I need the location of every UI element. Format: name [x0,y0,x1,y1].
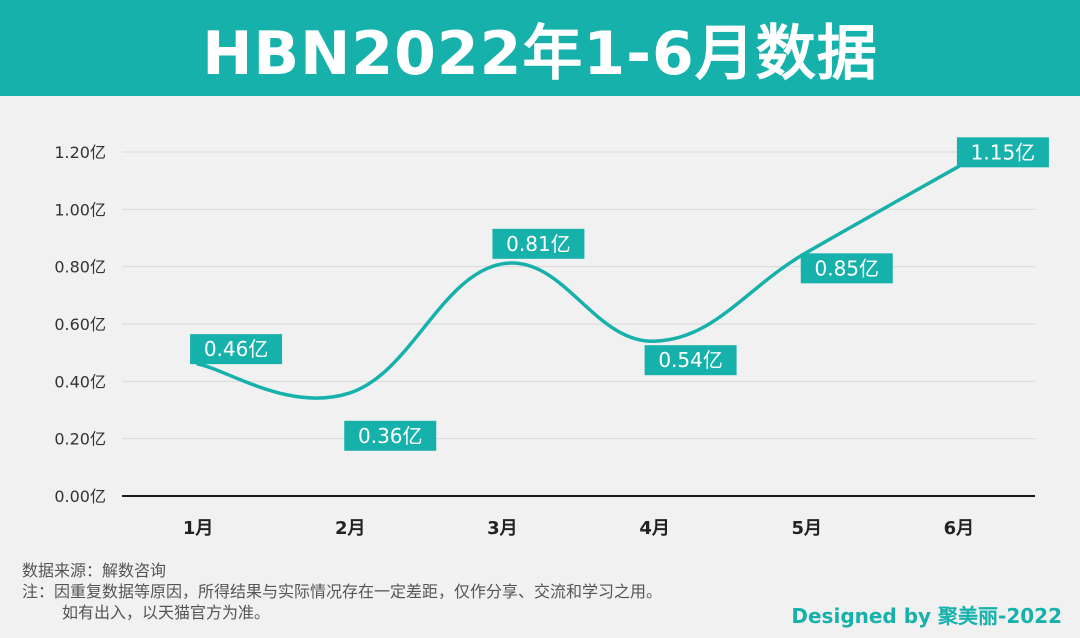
data-label: 0.54亿 [644,345,737,376]
data-label-box [644,345,737,376]
y-tick-label: 0.00亿 [54,487,106,506]
data-label-text: 0.46亿 [204,337,269,361]
y-tick-label: 0.20亿 [54,430,106,449]
grid-lines [122,151,1035,497]
data-label: 1.15亿 [956,137,1049,168]
y-axis: 0.00亿 0.20亿 0.40亿 0.60亿 0.80亿 1.00亿 1.20亿 [54,143,106,506]
x-axis: 1月 2月 3月 4月 5月 6月 [183,518,974,539]
data-label-text: 0.54亿 [658,348,723,372]
y-tick-label: 1.00亿 [54,200,106,219]
data-label-text: 0.81亿 [506,232,571,256]
note-line-1: 注：因重复数据等原因，所得结果与实际情况存在一定差距，仅作分享、交流和学习之用。 [22,582,663,601]
series-line [196,164,961,400]
title-bar: HBN2022年1-6月数据 [0,0,1080,96]
y-tick-label: 0.40亿 [54,372,106,391]
data-label-box [956,137,1049,168]
data-labels: 0.46亿 0.36亿 0.81亿 0.54亿 0.85亿 1.15亿 [190,137,1049,451]
x-tick-label: 5月 [791,518,822,539]
data-label-box [344,420,437,451]
x-tick-label: 1月 [183,518,214,539]
x-tick-label: 2月 [335,518,366,539]
data-label-text: 0.36亿 [358,424,423,448]
data-label: 0.81亿 [492,228,585,259]
data-label: 0.85亿 [800,253,893,284]
chart-title: HBN2022年1-6月数据 [202,18,878,89]
y-tick-label: 0.60亿 [54,315,106,334]
designer-credit: Designed by 聚美丽-2022 [791,604,1062,628]
data-label-box [492,228,585,259]
data-label-box [190,334,283,365]
source-text: 数据来源：解数咨询 [22,561,167,580]
note-line-2: 如有出入，以天猫官方为准。 [62,603,271,622]
y-tick-label: 1.20亿 [54,143,106,162]
footer-note: 数据来源：解数咨询 注：因重复数据等原因，所得结果与实际情况存在一定差距，仅作分… [22,560,662,623]
series-line-layer [196,164,961,400]
y-tick-label: 0.80亿 [54,258,106,277]
data-label-text: 0.85亿 [814,256,879,280]
data-label-text: 1.15亿 [971,140,1036,164]
data-label: 0.46亿 [190,334,283,365]
data-label: 0.36亿 [344,420,437,451]
line-chart: 0.00亿 0.20亿 0.40亿 0.60亿 0.80亿 1.00亿 1.20亿 1月 2月… [54,137,1049,539]
data-label-box [800,253,893,284]
x-tick-label: 3月 [487,518,518,539]
x-tick-label: 6月 [944,518,975,539]
x-tick-label: 4月 [639,518,670,539]
